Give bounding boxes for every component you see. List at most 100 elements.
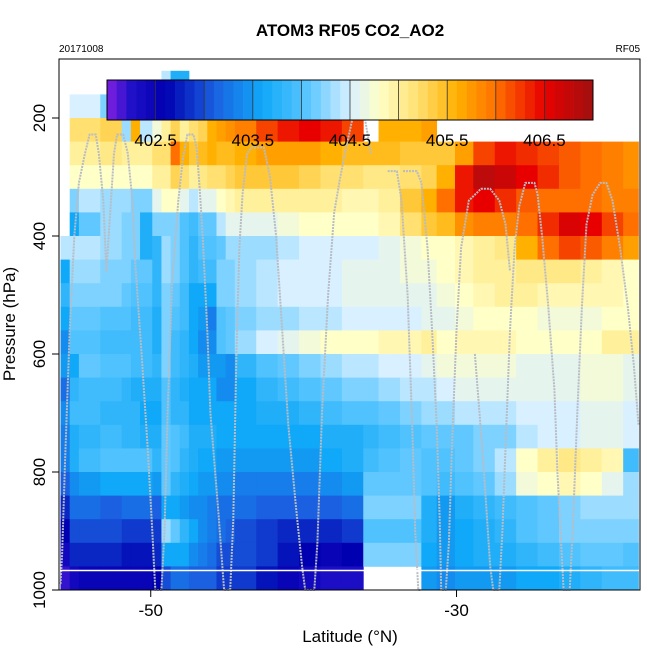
heatmap-cell: [179, 259, 190, 284]
colorbar-segment: [359, 80, 370, 120]
heatmap-cell: [225, 495, 236, 520]
heatmap-cell: [558, 401, 581, 426]
heatmap-cell: [161, 542, 172, 567]
flight-track: [59, 117, 640, 591]
heatmap-cell: [69, 566, 80, 591]
heatmap-cell: [299, 519, 321, 544]
heatmap-cell: [207, 566, 217, 591]
heatmap-cell: [363, 259, 379, 284]
heatmap-cell: [320, 424, 343, 449]
heatmap-cell: [580, 165, 603, 190]
heatmap-cell: [60, 401, 71, 426]
heatmap-cell: [399, 212, 422, 237]
heatmap-cell: [234, 165, 257, 190]
heatmap-cell: [320, 283, 343, 308]
heatmap-cell: [69, 306, 80, 331]
heatmap-cell: [121, 212, 132, 237]
heatmap-cell: [60, 519, 71, 544]
heatmap-cell: [198, 519, 208, 544]
heatmap-cell: [100, 495, 123, 520]
heatmap-cell: [100, 566, 123, 591]
heatmap-cell: [161, 401, 172, 426]
heatmap-cell: [623, 472, 639, 496]
heatmap-cell: [558, 377, 581, 402]
heatmap-cell: [121, 354, 132, 378]
y-tick-label: 600: [30, 340, 49, 368]
heatmap-cell: [198, 212, 208, 237]
heatmap-cell: [121, 236, 132, 260]
heatmap-cell: [130, 236, 141, 260]
heatmap-cell: [130, 188, 141, 213]
heatmap-cell: [140, 141, 153, 166]
heatmap-cell: [60, 306, 71, 331]
heatmap-cell: [363, 283, 379, 308]
heatmap-cell: [399, 188, 422, 213]
heatmap-cell: [277, 259, 300, 284]
heatmap-cell: [320, 306, 343, 331]
heatmap-cell: [623, 306, 639, 331]
heatmap-cell: [225, 212, 236, 237]
heatmap-cell: [179, 118, 190, 142]
heatmap-cell: [198, 236, 208, 260]
heatmap-cell: [234, 566, 257, 591]
heatmap-cell: [421, 377, 438, 402]
heatmap-cell: [516, 448, 538, 473]
heatmap-cell: [601, 566, 624, 591]
heatmap-cell: [299, 377, 321, 402]
colorbar-segment: [272, 80, 283, 120]
heatmap-cell: [378, 306, 401, 331]
heatmap-cell: [580, 495, 603, 520]
heatmap-cell: [207, 354, 217, 378]
heatmap-cell: [299, 354, 321, 378]
colorbar-segment: [456, 80, 467, 120]
heatmap-cell: [516, 377, 538, 402]
heatmap-cell: [78, 306, 101, 331]
heatmap-cell: [473, 141, 496, 166]
colorbar-segment: [194, 80, 205, 120]
heatmap-cell: [455, 472, 474, 496]
heatmap-cell: [421, 118, 438, 142]
heatmap-cell: [198, 306, 208, 331]
heatmap-cell: [216, 330, 227, 355]
heatmap-cell: [161, 283, 172, 308]
heatmap-cell: [152, 236, 162, 260]
heatmap-cell: [234, 212, 257, 237]
heatmap-cell: [299, 283, 321, 308]
heatmap-cell: [179, 236, 190, 260]
heatmap-cell: [69, 188, 80, 213]
heatmap-cell: [580, 283, 603, 308]
heatmap-cell: [179, 212, 190, 237]
heatmap-cell: [121, 283, 132, 308]
heatmap-cell: [161, 188, 172, 213]
x-axis: -50 -30: [138, 590, 469, 620]
heatmap-cell: [363, 542, 379, 567]
heatmap-cell: [473, 401, 496, 426]
heatmap-cell: [558, 448, 581, 473]
heatmap-cell: [140, 472, 153, 496]
heatmap-cell: [198, 542, 208, 567]
heatmap-cell: [399, 448, 422, 473]
heatmap-cell: [234, 354, 257, 378]
heatmap-cell: [601, 306, 624, 331]
heatmap-cell: [152, 424, 162, 449]
heatmap-cell: [378, 424, 401, 449]
heatmap-cell: [100, 472, 123, 496]
heatmap-cell: [473, 354, 496, 378]
heatmap-cell: [78, 94, 101, 119]
heatmap-cell: [537, 259, 560, 284]
colorbar-segment: [350, 80, 361, 120]
heatmap-cell: [623, 495, 639, 520]
heatmap-cell: [256, 354, 279, 378]
heatmap-cell: [130, 212, 141, 237]
heatmap-cell: [320, 188, 343, 213]
heatmap-cell: [558, 141, 581, 166]
heatmap-cell: [537, 519, 560, 544]
heatmap-cell: [78, 283, 101, 308]
heatmap-cell: [277, 283, 300, 308]
heatmap-cell: [516, 495, 538, 520]
heatmap-cell: [363, 354, 379, 378]
heatmap-cell: [69, 424, 80, 449]
chart-subtitle-date: 20171008: [59, 44, 104, 55]
heatmap-cell: [121, 566, 132, 591]
heatmap-cell: [225, 236, 236, 260]
